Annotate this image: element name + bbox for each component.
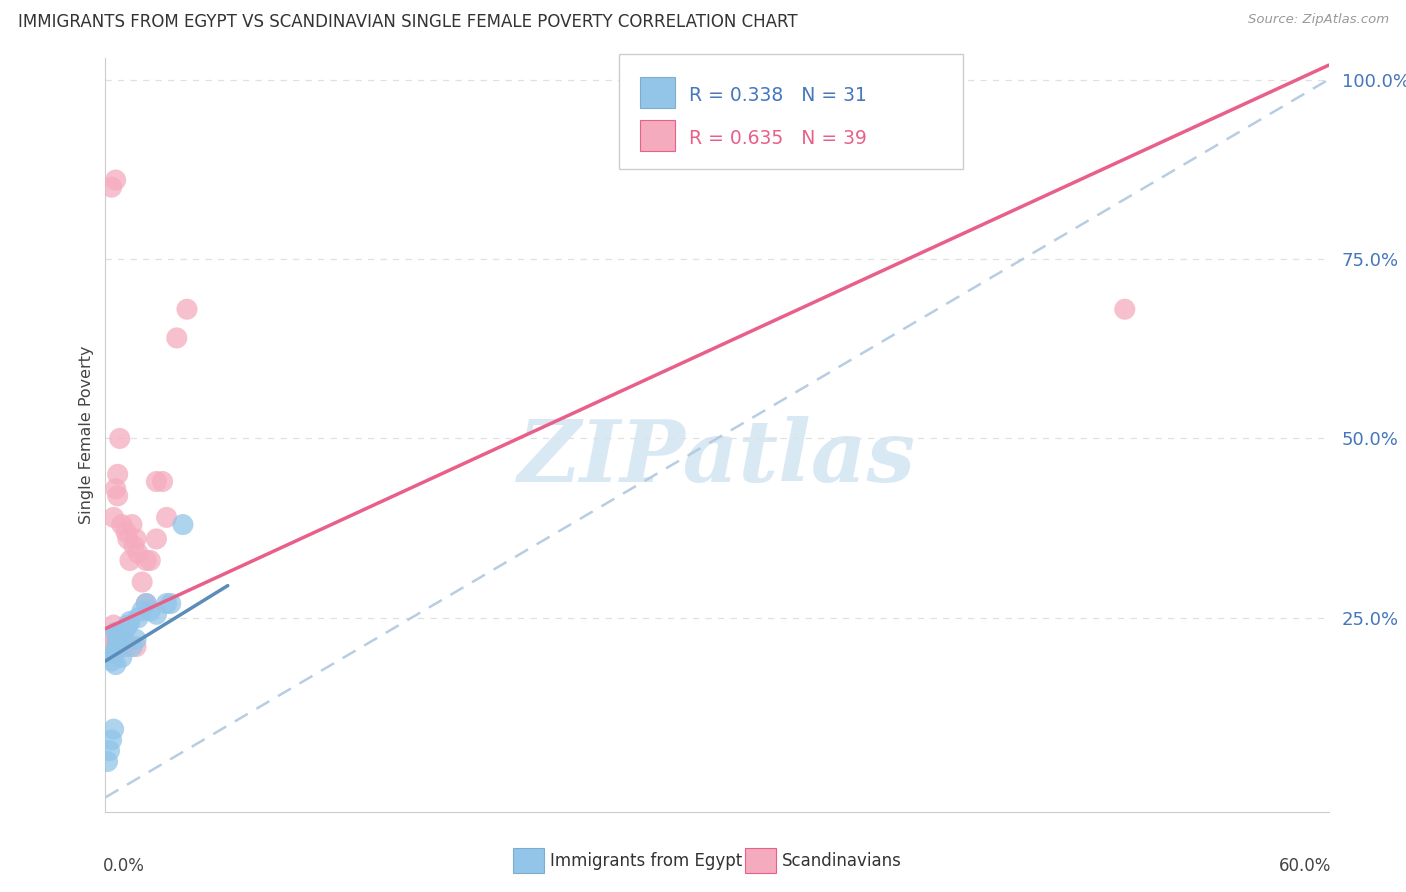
Point: [108, 625, 131, 640]
Point: [112, 625, 135, 640]
Point: [98, 632, 121, 647]
Point: [155, 597, 177, 611]
Point: [159, 597, 181, 611]
Point: [104, 632, 127, 647]
Point: [131, 604, 153, 618]
Point: [107, 489, 129, 503]
Point: [155, 510, 177, 524]
Point: [103, 722, 125, 736]
Point: [176, 302, 198, 317]
Point: [111, 629, 134, 643]
Point: [100, 733, 122, 747]
Point: [111, 625, 134, 640]
Text: ZIPatlas: ZIPatlas: [517, 416, 917, 500]
Y-axis label: Single Female Poverty: Single Female Poverty: [79, 345, 94, 524]
Point: [98, 744, 121, 758]
Point: [96, 632, 118, 647]
Point: [118, 553, 141, 567]
Point: [107, 467, 129, 482]
Point: [104, 482, 127, 496]
Point: [145, 532, 167, 546]
Point: [111, 517, 134, 532]
Point: [121, 517, 143, 532]
Point: [103, 647, 125, 661]
Point: [107, 636, 129, 650]
Point: [115, 640, 138, 654]
Point: [96, 640, 118, 654]
Point: [107, 640, 129, 654]
Point: [111, 650, 134, 665]
Point: [115, 524, 138, 539]
Point: [1114, 302, 1136, 317]
Point: [152, 475, 174, 489]
Point: [125, 532, 148, 546]
Text: Scandinavians: Scandinavians: [782, 852, 901, 870]
Point: [125, 640, 148, 654]
Point: [111, 640, 134, 654]
Point: [145, 475, 167, 489]
Point: [107, 629, 129, 643]
Text: R = 0.338   N = 31: R = 0.338 N = 31: [689, 86, 868, 105]
Point: [172, 517, 194, 532]
Point: [135, 597, 157, 611]
Point: [100, 654, 122, 668]
Point: [131, 574, 153, 589]
Point: [100, 629, 122, 643]
Point: [108, 629, 131, 643]
Point: [96, 755, 118, 769]
Point: [108, 432, 131, 446]
Point: [166, 331, 188, 345]
Point: [121, 640, 143, 654]
Point: [122, 539, 145, 553]
Point: [111, 632, 134, 647]
Point: [139, 553, 162, 567]
Point: [104, 657, 127, 672]
Point: [115, 622, 138, 636]
Text: 60.0%: 60.0%: [1278, 857, 1331, 875]
Text: 0.0%: 0.0%: [103, 857, 145, 875]
Point: [135, 597, 157, 611]
Text: Source: ZipAtlas.com: Source: ZipAtlas.com: [1249, 13, 1389, 27]
Point: [103, 510, 125, 524]
Point: [112, 632, 135, 647]
Point: [104, 643, 127, 657]
Point: [145, 607, 167, 622]
Point: [127, 611, 149, 625]
Point: [100, 180, 122, 194]
Point: [103, 618, 125, 632]
Point: [117, 618, 139, 632]
Text: Immigrants from Egypt: Immigrants from Egypt: [550, 852, 742, 870]
Point: [104, 625, 127, 640]
Text: R = 0.635   N = 39: R = 0.635 N = 39: [689, 128, 868, 148]
Point: [118, 615, 141, 629]
Point: [104, 173, 127, 187]
Point: [117, 532, 139, 546]
Point: [125, 632, 148, 647]
Point: [107, 632, 129, 647]
Text: IMMIGRANTS FROM EGYPT VS SCANDINAVIAN SINGLE FEMALE POVERTY CORRELATION CHART: IMMIGRANTS FROM EGYPT VS SCANDINAVIAN SI…: [18, 13, 797, 31]
Point: [135, 553, 157, 567]
Point: [98, 636, 121, 650]
Point: [127, 546, 149, 560]
Point: [139, 604, 162, 618]
